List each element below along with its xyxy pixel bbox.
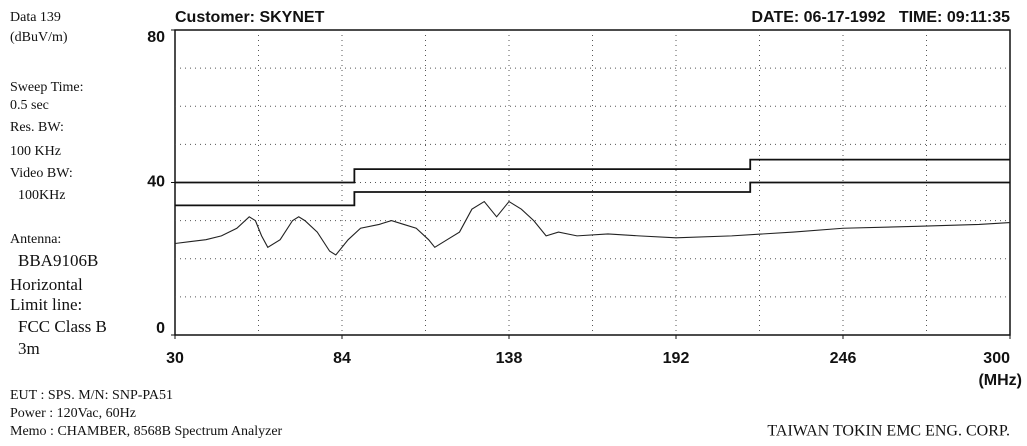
sidebar-text: 100KHz xyxy=(18,188,65,203)
sidebar-text: Sweep Time: xyxy=(10,80,84,95)
y-tick-label: 40 xyxy=(147,174,165,191)
footer-text: TAIWAN TOKIN EMC ENG. CORP. xyxy=(767,423,1010,440)
sidebar-text: 100 KHz xyxy=(10,144,61,159)
y-tick-label: 80 xyxy=(147,29,165,46)
sidebar-text: Horizontal xyxy=(10,275,83,294)
footer-text: EUT : SPS. M/N: SNP-PA51 xyxy=(10,388,173,403)
y-tick-label: 0 xyxy=(156,320,165,337)
chart-title: Customer: SKYNET xyxy=(175,9,325,26)
footer-text: Power : 120Vac, 60Hz xyxy=(10,406,136,421)
footer-text: Memo : CHAMBER, 8568B Spectrum Analyzer xyxy=(10,424,283,439)
sidebar-text: Antenna: xyxy=(10,232,61,247)
sidebar-text: BBA9106B xyxy=(18,251,98,270)
x-axis-label: (MHz) xyxy=(978,372,1022,389)
trace-line xyxy=(174,200,1011,256)
sidebar-text: Video BW: xyxy=(10,166,73,181)
sidebar-text: Res. BW: xyxy=(10,120,64,135)
sidebar-text: (dBuV/m) xyxy=(10,30,68,45)
chart-subtitle: DATE: 06-17-1992 TIME: 09:11:35 xyxy=(752,9,1011,26)
trace-line xyxy=(175,181,1010,207)
x-tick-label: 138 xyxy=(496,350,523,367)
x-tick-label: 246 xyxy=(830,350,857,367)
x-tick-label: 300 xyxy=(983,350,1010,367)
trace-line xyxy=(175,158,1010,184)
x-tick-label: 30 xyxy=(166,350,184,367)
sidebar-text: Data 139 xyxy=(10,10,61,25)
sidebar-text: 0.5 sec xyxy=(10,98,49,113)
sidebar-text: 3m xyxy=(18,339,40,358)
x-tick-label: 192 xyxy=(663,350,690,367)
sidebar-text: Limit line: xyxy=(10,295,82,314)
x-tick-label: 84 xyxy=(333,350,351,367)
sidebar-text: FCC Class B xyxy=(18,317,107,336)
